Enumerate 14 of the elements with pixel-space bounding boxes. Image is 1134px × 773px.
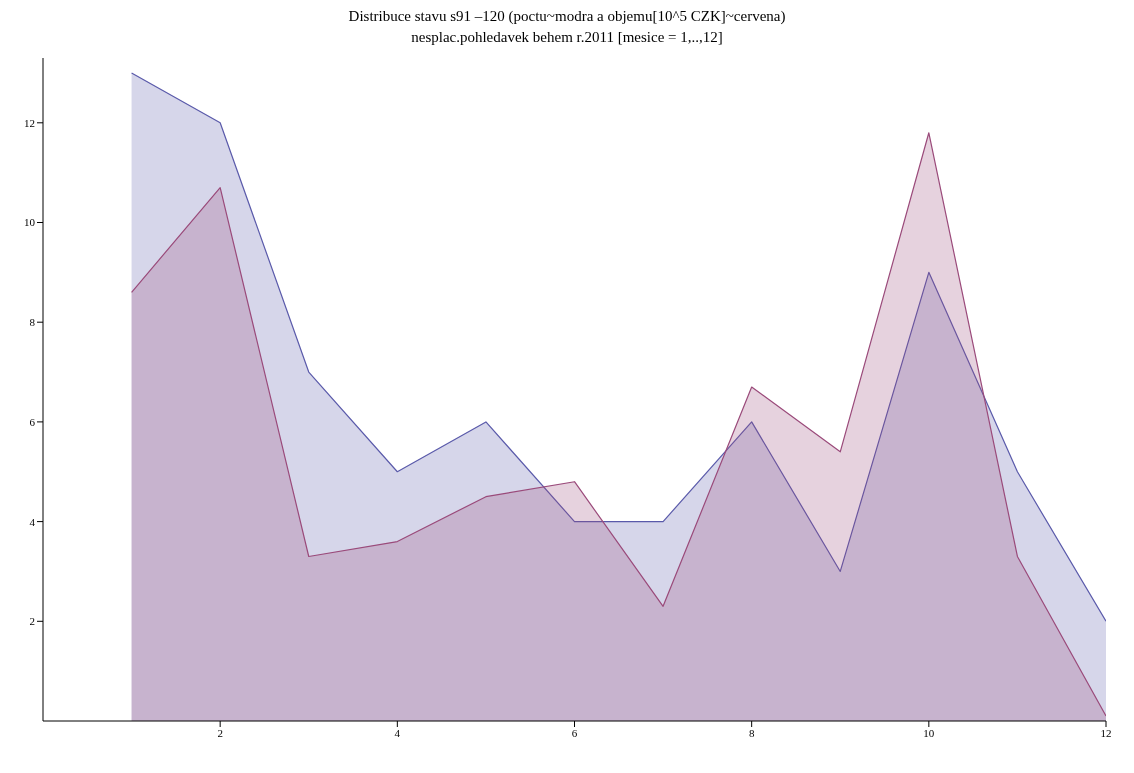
x-tick-label: 6	[571, 726, 578, 739]
chart-title: Distribuce stavu s91 –120 (poctu~modra a objemu[10^5 CZK]~cervena)	[347, 8, 787, 25]
y-tick-label: 10	[24, 216, 36, 229]
y-tick-label: 6	[29, 415, 36, 428]
x-tick-label: 2	[217, 726, 223, 739]
y-tick-label: 12	[24, 116, 35, 129]
x-tick-label: 4	[394, 726, 401, 739]
chart-subtitle: nesplac.pohledavek behem r.2011 [mesice = 1,..,12]	[410, 29, 724, 46]
y-tick-label: 2	[29, 615, 35, 628]
x-tick-label: 12	[1100, 726, 1112, 739]
y-tick-label: 4	[29, 515, 36, 528]
x-tick-label: 10	[923, 726, 935, 739]
y-tick-label: 8	[29, 316, 36, 329]
x-tick-label: 8	[748, 726, 755, 739]
